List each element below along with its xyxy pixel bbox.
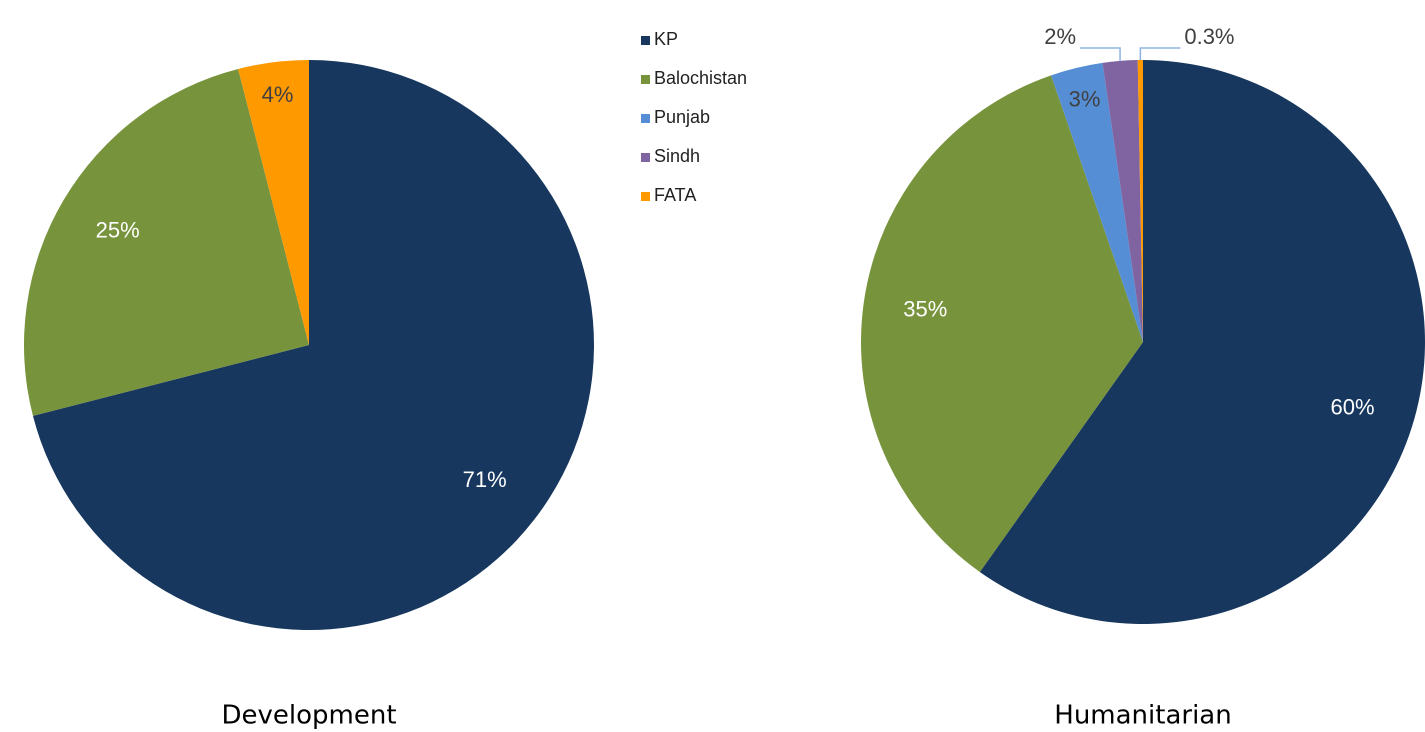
chart-title: Development [221, 701, 396, 731]
leader-line [1080, 47, 1121, 61]
chart-title: Humanitarian [1054, 701, 1231, 731]
pie-slice [861, 75, 1143, 572]
data-label: 60% [1331, 395, 1375, 420]
pie-slice [1102, 60, 1143, 342]
data-label: 71% [463, 467, 507, 492]
legend-label: Punjab [654, 107, 710, 127]
legend-swatch [641, 114, 650, 123]
pie-slice [979, 60, 1425, 624]
pie-slice [32, 60, 595, 630]
pie-slice [23, 68, 309, 416]
legend-swatch [641, 192, 650, 201]
legend-label: KP [654, 29, 678, 49]
data-label: 0.3% [1184, 24, 1234, 49]
legend-swatch [641, 75, 650, 84]
data-label: 3% [1069, 87, 1101, 112]
pie-slice [1137, 60, 1143, 342]
legend-label: Balochistan [654, 68, 747, 88]
leader-line [1139, 47, 1181, 61]
legend-swatch [641, 153, 650, 162]
legend-label: FATA [654, 185, 696, 205]
data-label: 4% [262, 82, 294, 107]
data-label: 25% [96, 218, 140, 243]
pie-slice [1051, 62, 1143, 343]
pie-slice [238, 60, 309, 345]
data-label: 35% [903, 297, 947, 322]
legend-swatch [641, 36, 650, 45]
data-label: 2% [1044, 24, 1076, 49]
legend-label: Sindh [654, 146, 700, 166]
